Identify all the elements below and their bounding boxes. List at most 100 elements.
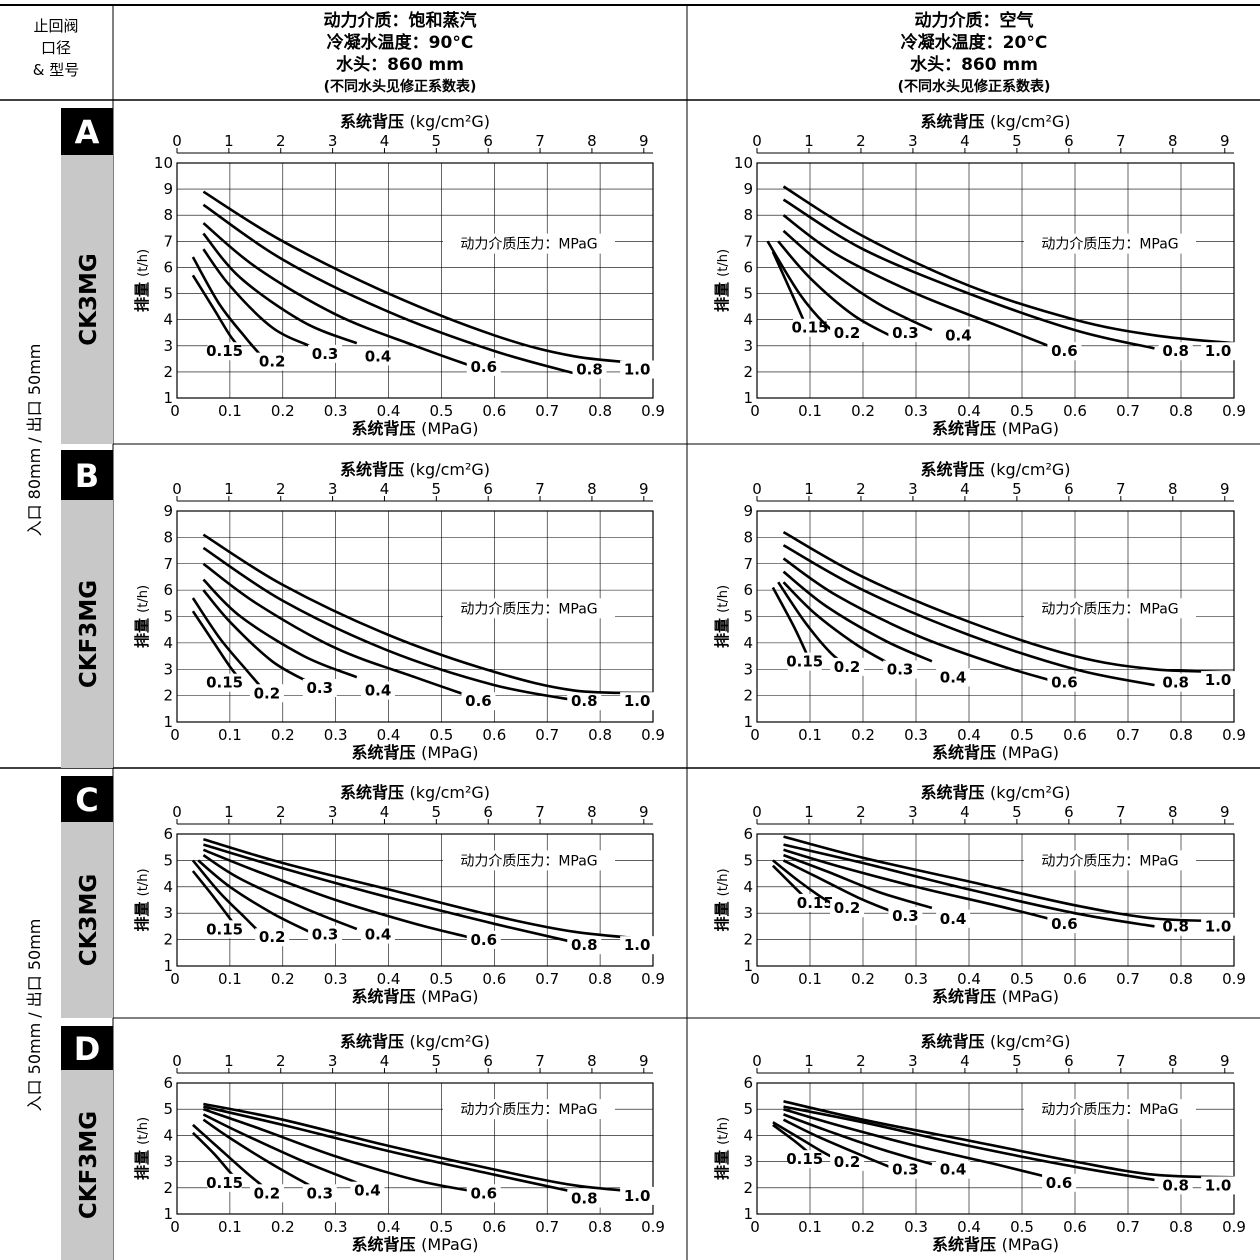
chart-C-steam-top-tick-label: 2 bbox=[276, 803, 286, 821]
chart-D-air-series-0.4 bbox=[783, 1113, 933, 1166]
chart-A-steam-y-tick-label: 2 bbox=[163, 363, 173, 381]
chart-A-steam-series-label-bg bbox=[255, 352, 290, 371]
col_steam-note: (不同水头见修正系数表) bbox=[324, 78, 477, 95]
chart-C-steam-y-tick-label: 6 bbox=[163, 825, 173, 843]
chart-D-steam-x-tick-label: 0.8 bbox=[588, 1218, 612, 1236]
chart-C-air-series-label-1.0: 1.0 bbox=[1205, 918, 1232, 936]
chart-C-air-series-label-0.6: 0.6 bbox=[1051, 915, 1078, 933]
chart-D-steam-series-0.6 bbox=[202, 1107, 469, 1192]
chart-A-steam-x-tick-label: 0.8 bbox=[588, 402, 612, 420]
chart-B-steam-series-label-bg bbox=[567, 692, 602, 711]
chart-D-steam-bottom-axis-title: 系统背压 (MPaG) bbox=[352, 1235, 479, 1254]
chart-B-air-series-0.3 bbox=[782, 581, 896, 668]
chart-C-air-top-tick-label: 2 bbox=[856, 803, 866, 821]
chart-A-steam-series-label-bg bbox=[207, 342, 242, 361]
chart-C-air-series-1.0 bbox=[783, 835, 1235, 923]
chart-D-steam-y-tick-label: 3 bbox=[163, 1153, 173, 1171]
chart-D-steam-y-tick-label: 2 bbox=[163, 1179, 173, 1197]
chart-C-steam-x-tick-label: 0.2 bbox=[271, 970, 295, 988]
chart-A-steam-series-0.3 bbox=[202, 248, 310, 347]
chart-A-air-top-tick-label: 5 bbox=[1012, 132, 1022, 150]
chart-D-air-series-label-0.8: 0.8 bbox=[1162, 1176, 1189, 1194]
chart-B-steam-series-label-0.15: 0.15 bbox=[206, 674, 243, 692]
chart-A-steam-top-tick-label: 4 bbox=[380, 132, 390, 150]
chart-A-steam-top-tick-label: 0 bbox=[172, 132, 182, 150]
chart-C-steam-top-tick-label: 7 bbox=[535, 803, 545, 821]
chart-C-steam-legend-bg bbox=[443, 850, 615, 871]
col_steam-temperature: 冷凝水温度：90°C bbox=[327, 32, 474, 53]
chart-D-steam-series-label-1.0: 1.0 bbox=[624, 1187, 651, 1205]
chart-D-air-x-tick-label: 0.2 bbox=[851, 1218, 875, 1236]
chart-C-air-top-tick-label: 8 bbox=[1168, 803, 1178, 821]
chart-A-steam-x-tick-label: 0 bbox=[170, 402, 180, 420]
chart-B-air-top-tick-label: 6 bbox=[1064, 480, 1074, 498]
chart-B-steam-series-label-bg bbox=[302, 678, 337, 697]
chart-C-steam-series-label-bg bbox=[308, 925, 343, 944]
chart-D-steam-series-label-bg bbox=[350, 1181, 385, 1200]
chart-B-steam-series-0.3 bbox=[202, 589, 310, 684]
chart-C-steam-top-tick-label: 0 bbox=[172, 803, 182, 821]
chart-B-steam-series-label-0.4: 0.4 bbox=[365, 682, 392, 700]
chart-D-air-series-label-0.2: 0.2 bbox=[834, 1153, 861, 1171]
chart-B-air-top-tick-label: 2 bbox=[856, 480, 866, 498]
chart-A-steam-top-tick-label: 9 bbox=[639, 132, 649, 150]
chart-C-air-y-tick-label: 4 bbox=[743, 878, 753, 896]
chart-D-steam-top-tick-label: 1 bbox=[224, 1052, 234, 1070]
chart-B-air-top-tick-label: 0 bbox=[752, 480, 762, 498]
chart-D-air-top-tick-label: 3 bbox=[908, 1052, 918, 1070]
chart-A-steam-series-label-bg bbox=[466, 357, 501, 376]
chart-A-steam-series-label-bg bbox=[308, 344, 343, 363]
group-label-80mm: 入口 80mm / 出口 50mm bbox=[25, 344, 44, 537]
chart-A-air-y-tick-label: 6 bbox=[743, 258, 753, 276]
chart-D-air-x-tick-label: 0.9 bbox=[1222, 1218, 1246, 1236]
chart-A-steam-series-0.2 bbox=[191, 256, 263, 358]
chart-C-steam-series-label-bg bbox=[567, 936, 602, 955]
chart-C-steam-x-tick-label: 0.9 bbox=[641, 970, 665, 988]
chart-B-air-series-label-bg bbox=[1201, 671, 1236, 690]
chart-C-steam-top-axis-title: 系统背压 (kg/cm²G) bbox=[340, 783, 490, 802]
chart-B-air-x-tick-label: 0.4 bbox=[957, 726, 981, 744]
chart-A-steam-y-tick-label: 6 bbox=[163, 258, 173, 276]
chart-A-air-legend-note: 动力介质压力：MPaG bbox=[1041, 237, 1178, 253]
chart-C-steam-series-label-1.0: 1.0 bbox=[624, 936, 651, 954]
chart-A-steam-y-tick-label: 9 bbox=[163, 180, 173, 198]
chart-C-steam-y-tick-label: 1 bbox=[163, 957, 173, 975]
chart-B-air-series-label-bg bbox=[936, 668, 971, 687]
chart-A-air-top-tick-label: 1 bbox=[804, 132, 814, 150]
chart-C-air-series-label-0.4: 0.4 bbox=[940, 910, 967, 928]
row-letter-box-B bbox=[61, 450, 113, 500]
chart-D-air-series-0.3 bbox=[782, 1118, 890, 1169]
chart-A-air-y-tick-label: 9 bbox=[743, 180, 753, 198]
chart-D-steam-y-tick-label: 1 bbox=[163, 1205, 173, 1223]
chart-B-steam-series-label-bg bbox=[249, 684, 284, 703]
chart-B-steam-series-1.0 bbox=[202, 533, 654, 695]
chart-B-air-series-0.4 bbox=[782, 570, 933, 663]
col_air-medium: 动力介质：空气 bbox=[915, 10, 1034, 31]
chart-A-steam-x-tick-label: 0.9 bbox=[641, 402, 665, 420]
chart-D-air-series-label-0.4: 0.4 bbox=[940, 1161, 967, 1179]
chart-C-air-y-tick-label: 5 bbox=[743, 851, 753, 869]
chart-C-air-top-tick-label: 4 bbox=[960, 803, 970, 821]
chart-A-air-x-tick-label: 0.1 bbox=[798, 402, 822, 420]
chart-D-air-top-tick-label: 1 bbox=[804, 1052, 814, 1070]
chart-A-air: 0 0.1 0.2 0.3 0.4 0.5 0.6 0.7 0.8 0.90 1 2 3 4 5 6 7 8 9系统… bbox=[713, 112, 1246, 438]
chart-A-air-y-tick-label: 4 bbox=[743, 311, 753, 329]
chart-D-air-y-tick-label: 1 bbox=[743, 1205, 753, 1223]
chart-B-air-y-tick-label: 8 bbox=[743, 528, 753, 546]
chart-B-air-legend-note: 动力介质压力：MPaG bbox=[1041, 601, 1178, 617]
chart-B-steam-series-0.6 bbox=[202, 562, 469, 697]
chart-B-air-y-tick-label: 1 bbox=[743, 713, 753, 731]
chart-B-air-series-label-0.3: 0.3 bbox=[887, 661, 914, 679]
chart-D-air-top-tick-label: 0 bbox=[752, 1052, 762, 1070]
chart-B-steam-x-tick-label: 0.5 bbox=[430, 726, 454, 744]
chart-B-air-top-tick-label: 5 bbox=[1012, 480, 1022, 498]
chart-A-steam-top-tick-label: 3 bbox=[328, 132, 338, 150]
chart-A-air-series-label-bg bbox=[1047, 342, 1082, 361]
chart-D-air-x-tick-label: 0.8 bbox=[1169, 1218, 1193, 1236]
chart-A-steam-top-tick-label: 1 bbox=[224, 132, 234, 150]
chart-A-steam-series-1.0 bbox=[202, 190, 654, 366]
chart-A-steam-x-tick-label: 0.3 bbox=[324, 402, 348, 420]
chart-B-air-y-axis-title: 排量 (t/h) bbox=[713, 585, 731, 648]
chart-C-steam-x-tick-label: 0.5 bbox=[430, 970, 454, 988]
chart-D-steam-x-tick-label: 0.4 bbox=[377, 1218, 401, 1236]
